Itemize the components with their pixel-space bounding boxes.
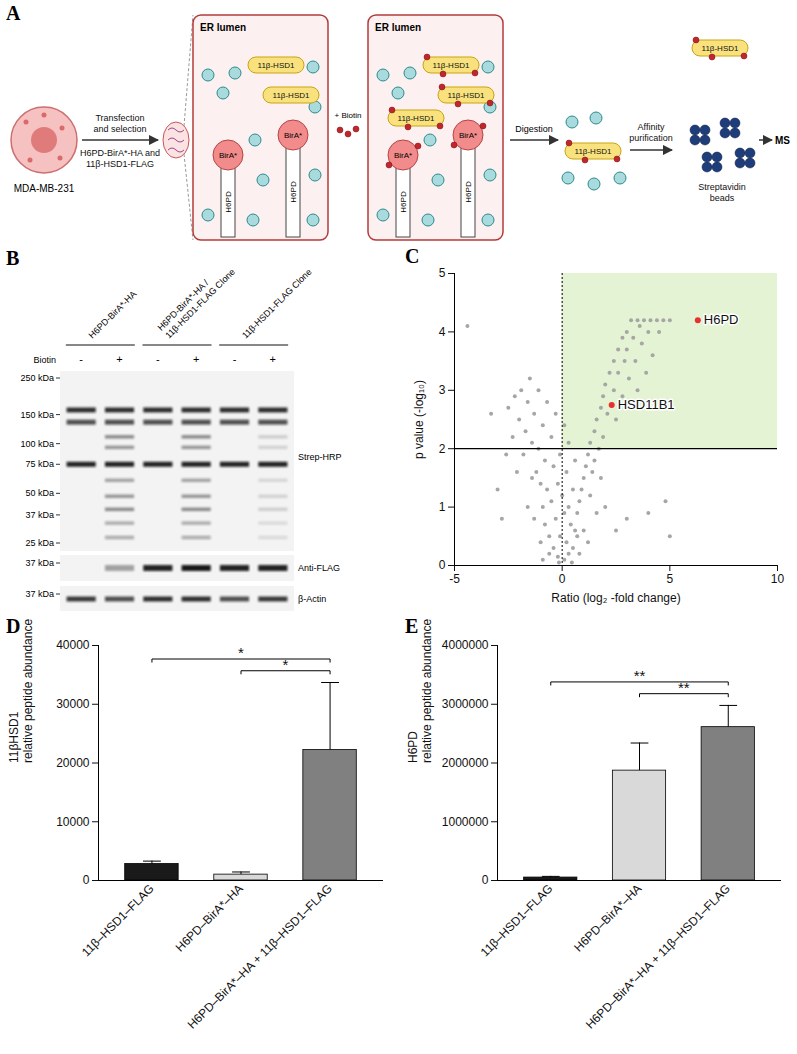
svg-text:Biotin: Biotin (33, 355, 56, 365)
html-text:E: E (405, 615, 419, 637)
svg-text:relative peptide abundance: relative peptide abundance (420, 619, 434, 763)
svg-text:11β-HSD1: 11β-HSD1 (575, 147, 612, 156)
svg-text:150 kDa: 150 kDa (20, 410, 54, 420)
svg-text:+ Biotin: + Biotin (335, 111, 362, 120)
svg-text:-: - (233, 353, 237, 365)
svg-text:0: 0 (83, 873, 90, 887)
svg-text:11β-HSD1: 11β-HSD1 (398, 114, 435, 123)
svg-text:1000000: 1000000 (442, 815, 489, 829)
svg-text:11β-HSD1: 11β-HSD1 (702, 44, 739, 53)
svg-text:BirA*: BirA* (284, 131, 302, 140)
svg-text:-: - (79, 353, 83, 365)
svg-text:Digestion: Digestion (515, 124, 553, 134)
svg-text:11β–HSD1–FLAG: 11β–HSD1–FLAG (79, 881, 157, 959)
svg-text:Transfectionand selection: Transfectionand selection (93, 113, 146, 134)
svg-text:H6PD: H6PD (224, 191, 233, 213)
svg-text:5: 5 (666, 572, 673, 586)
svg-text:p value (-log₁₀): p value (-log₁₀) (412, 380, 426, 459)
svg-text:H6PD-BirA*-HA and11β-HSD1-FLAG: H6PD-BirA*-HA and11β-HSD1-FLAG (80, 148, 160, 169)
svg-text:MDA-MB-231: MDA-MB-231 (14, 183, 75, 194)
svg-text:BirA*: BirA* (459, 131, 477, 140)
svg-text:11β-HSD1: 11β-HSD1 (433, 61, 470, 70)
svg-text:BirA*: BirA* (219, 151, 237, 160)
svg-text:H6PD: H6PD (289, 181, 298, 203)
svg-text:11βHSD1: 11βHSD1 (7, 711, 21, 763)
svg-text:11β-HSD1-FLAG Clone: 11β-HSD1-FLAG Clone (240, 267, 314, 341)
svg-text:HSD11B1: HSD11B1 (618, 397, 675, 412)
svg-text:3000000: 3000000 (442, 697, 489, 711)
svg-text:50 kDa: 50 kDa (25, 488, 54, 498)
svg-text:Strep-HRP: Strep-HRP (298, 452, 342, 462)
svg-text:100 kDa: 100 kDa (20, 439, 54, 449)
svg-text:0: 0 (482, 873, 489, 887)
svg-text:2000000: 2000000 (442, 756, 489, 770)
svg-text:0: 0 (439, 558, 446, 572)
svg-text:10: 10 (771, 572, 785, 586)
svg-text:H6PD-BirA*-HA: H6PD-BirA*-HA (87, 289, 139, 341)
svg-text:37 kDa: 37 kDa (25, 510, 54, 520)
svg-text:A: A (6, 2, 21, 24)
svg-text:+: + (270, 353, 276, 365)
svg-text:25 kDa: 25 kDa (25, 538, 54, 548)
svg-text:0: 0 (559, 572, 566, 586)
svg-text:relative peptide abundance: relative peptide abundance (21, 619, 35, 763)
svg-text:4000000: 4000000 (442, 638, 489, 652)
svg-text:30000: 30000 (56, 697, 90, 711)
svg-text:**: ** (678, 679, 690, 696)
svg-text:H6PD–BirA*–HA + 11β–HSD1–FLAG: H6PD–BirA*–HA + 11β–HSD1–FLAG (185, 881, 335, 1031)
svg-text:H6PD: H6PD (399, 191, 408, 213)
html-text:D: D (6, 615, 21, 637)
svg-text:H6PD: H6PD (406, 731, 420, 763)
svg-text:Anti-FLAG: Anti-FLAG (298, 563, 340, 573)
svg-text:20000: 20000 (56, 756, 90, 770)
svg-text:ER lumen: ER lumen (200, 22, 246, 33)
svg-text:β-Actin: β-Actin (298, 594, 326, 604)
svg-text:-: - (156, 353, 160, 365)
svg-text:4: 4 (439, 325, 446, 339)
svg-text:10000: 10000 (56, 815, 90, 829)
svg-text:3: 3 (439, 383, 446, 397)
svg-text:11β–HSD1–FLAG: 11β–HSD1–FLAG (478, 881, 556, 959)
svg-text:2: 2 (439, 442, 446, 456)
svg-text:**: ** (634, 667, 646, 684)
svg-text:H6PD–BirA*–HA: H6PD–BirA*–HA (571, 881, 644, 954)
svg-text:11β-HSD1: 11β-HSD1 (258, 61, 295, 70)
svg-text:H6PD: H6PD (464, 181, 473, 203)
svg-text:11β-HSD1: 11β-HSD1 (273, 91, 310, 100)
svg-text:1: 1 (439, 500, 446, 514)
svg-text:+: + (116, 353, 122, 365)
svg-text:250 kDa: 250 kDa (20, 373, 54, 383)
svg-text:Affinitypurification: Affinitypurification (629, 122, 673, 143)
svg-text:BirA*: BirA* (394, 151, 412, 160)
svg-text:37 kDa: 37 kDa (25, 589, 54, 599)
svg-text:37 kDa: 37 kDa (25, 558, 54, 568)
svg-text:H6PD: H6PD (704, 312, 739, 327)
svg-text:ER lumen: ER lumen (375, 22, 421, 33)
svg-text:*: * (283, 656, 289, 673)
svg-text:+: + (193, 353, 199, 365)
svg-text:H6PD–BirA*–HA: H6PD–BirA*–HA (173, 881, 246, 954)
svg-text:Streptavidinbeads: Streptavidinbeads (698, 182, 746, 203)
svg-text:40000: 40000 (56, 638, 90, 652)
svg-text:Ratio (log₂ -fold change): Ratio (log₂ -fold change) (551, 591, 680, 605)
svg-text:75 kDa: 75 kDa (25, 459, 54, 469)
svg-text:5: 5 (439, 266, 446, 280)
svg-text:H6PD–BirA*–HA + 11β–HSD1–FLAG: H6PD–BirA*–HA + 11β–HSD1–FLAG (583, 881, 733, 1031)
svg-text:*: * (238, 644, 244, 661)
svg-text:11β-HSD1: 11β-HSD1 (448, 91, 485, 100)
svg-text:-5: -5 (449, 572, 460, 586)
html-text:C: C (405, 245, 420, 267)
svg-text:MS: MS (775, 135, 790, 146)
svg-text:H6PD-BirA*-HA /11β-HSD1-FLAG C: H6PD-BirA*-HA /11β-HSD1-FLAG Clone (156, 259, 237, 340)
svg-text:B: B (6, 247, 19, 269)
